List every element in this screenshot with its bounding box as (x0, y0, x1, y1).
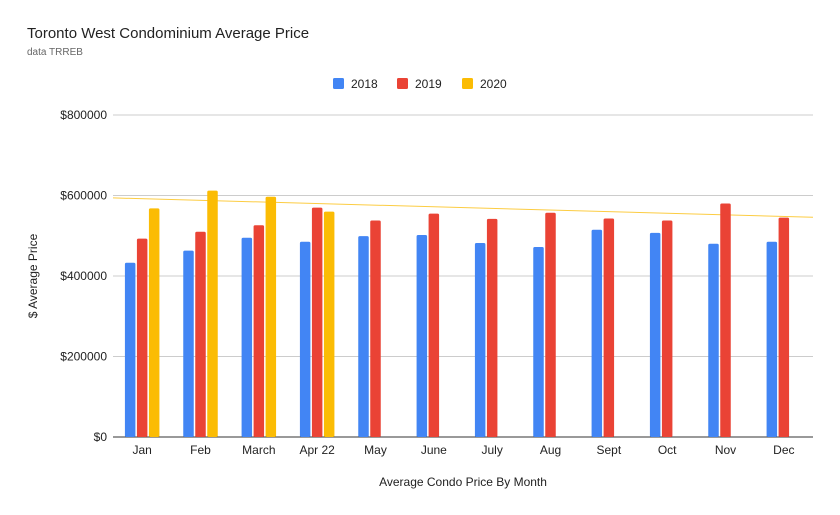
bar-2018-june (416, 234, 428, 437)
bars (124, 190, 790, 437)
bar-2020-feb (207, 190, 218, 437)
bar-2018-dec (766, 241, 778, 437)
chart-title: Toronto West Condominium Average Price (27, 25, 310, 42)
x-tick-label: Jan (132, 443, 151, 457)
y-tick-label: $800000 (60, 108, 107, 122)
trendline-layer (112, 197, 814, 218)
legend: 2018 2019 2020 (333, 77, 507, 91)
bar-2019-june (428, 213, 440, 437)
y-tick-label: $0 (94, 430, 108, 444)
x-tick-label: Sept (596, 443, 621, 457)
x-tick-label: Dec (773, 443, 794, 457)
legend-label-2020: 2020 (480, 77, 507, 91)
bar-2018-oct (649, 232, 661, 437)
bar-2019-march (253, 225, 265, 437)
y-tick-label: $200000 (60, 350, 107, 364)
bar-2019-feb (195, 231, 206, 437)
x-axis-ticks: Jan Feb March Apr 22 May June July Aug Sept Oct No… (132, 443, 794, 457)
gridlines (113, 114, 813, 438)
bar-2018-feb (183, 250, 194, 437)
bar-2019-oct (661, 220, 673, 437)
bar-2018-sept (591, 229, 603, 437)
bar-2019-nov (720, 203, 731, 437)
legend-swatch-2019 (397, 78, 408, 89)
bar-2018-march (241, 237, 253, 437)
x-tick-label: June (421, 443, 447, 457)
y-tick-label: $400000 (60, 269, 107, 283)
x-tick-label: Apr 22 (299, 443, 335, 457)
bar-2020-apr-22 (323, 211, 335, 437)
bar-2018-apr-22 (299, 241, 311, 437)
bar-2019-sept (603, 218, 615, 437)
y-axis-title: $ Average Price (26, 233, 40, 318)
legend-label-2019: 2019 (415, 77, 442, 91)
legend-swatch-2018 (333, 78, 344, 89)
x-tick-label: Nov (715, 443, 736, 457)
x-tick-label: March (242, 443, 275, 457)
bar-2019-apr-22 (311, 207, 323, 437)
bar-2019-aug (545, 212, 556, 437)
bar-2018-july (474, 242, 486, 437)
x-tick-label: May (364, 443, 387, 457)
bar-2018-jan (124, 262, 136, 437)
y-axis-ticks: $0 $200000 $400000 $600000 $800000 (60, 108, 107, 444)
x-tick-label: July (481, 443, 502, 457)
y-tick-label: $600000 (60, 189, 107, 203)
bar-2019-dec (778, 217, 790, 437)
bar-2020-jan (148, 208, 160, 437)
bar-2019-may (370, 220, 381, 437)
bar-2019-jan (136, 238, 148, 437)
trendline-2020 (112, 197, 814, 218)
legend-label-2018: 2018 (351, 77, 378, 91)
bar-2018-aug (533, 247, 544, 437)
bar-2020-march (265, 196, 277, 437)
bar-2018-may (358, 236, 369, 437)
chart-subtitle: data TRREB (27, 47, 83, 58)
legend-swatch-2020 (462, 78, 473, 89)
x-tick-label: Aug (540, 443, 561, 457)
x-tick-label: Oct (658, 443, 677, 457)
bar-2018-nov (708, 243, 719, 437)
x-tick-label: Feb (190, 443, 211, 457)
bar-2019-july (486, 218, 498, 437)
x-axis-title: Average Condo Price By Month (379, 475, 547, 489)
